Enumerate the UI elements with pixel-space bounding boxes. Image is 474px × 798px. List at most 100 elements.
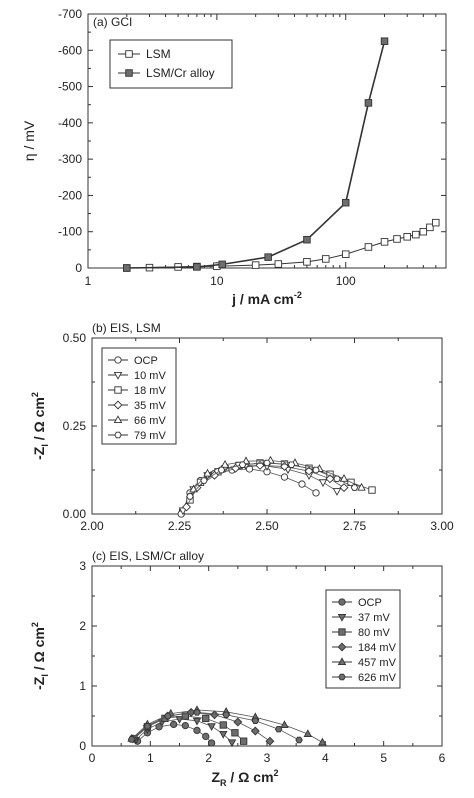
data-point xyxy=(200,477,208,484)
legend-box xyxy=(101,347,177,445)
legend-label: 457 mV xyxy=(358,657,397,669)
x-tick-label: 0 xyxy=(89,751,96,765)
data-point xyxy=(312,489,320,497)
x-axis-label: ZR / Ω cm2 xyxy=(211,768,278,788)
data-point xyxy=(222,711,230,719)
data-point xyxy=(193,726,201,735)
data-point xyxy=(341,250,350,258)
legend-label: 10 mV xyxy=(134,370,166,382)
data-point xyxy=(251,261,260,269)
data-point xyxy=(322,255,330,263)
data-point xyxy=(380,37,389,45)
data-point xyxy=(186,493,194,500)
y-tick-label: -100 xyxy=(58,225,82,239)
legend-label: 18 mV xyxy=(134,385,166,397)
y-tick-label: -300 xyxy=(58,152,82,166)
y-tick-label: -700 xyxy=(58,7,82,21)
x-tick-label: 2.50 xyxy=(255,519,279,533)
data-point xyxy=(210,710,219,720)
data-point xyxy=(426,223,434,232)
data-point xyxy=(192,717,202,726)
series-line xyxy=(180,468,317,515)
data-point xyxy=(265,736,275,746)
data-point xyxy=(303,258,311,266)
x-tick-label: 3 xyxy=(264,751,271,765)
legend-marker xyxy=(337,642,347,652)
data-point xyxy=(182,502,191,512)
data-point xyxy=(164,712,172,720)
data-point xyxy=(220,459,230,468)
data-point xyxy=(210,470,219,480)
data-point xyxy=(333,475,341,483)
data-point xyxy=(217,466,226,474)
data-point xyxy=(350,484,359,491)
legend-label: 626 mV xyxy=(358,672,397,684)
legend-marker xyxy=(125,69,133,77)
data-point xyxy=(207,723,216,731)
x-tick-label: 4 xyxy=(322,751,329,765)
x-tick-label: 1 xyxy=(147,751,154,765)
data-point xyxy=(123,264,131,272)
data-point xyxy=(218,730,228,739)
data-point xyxy=(339,474,349,482)
legend-marker xyxy=(113,415,123,424)
data-point xyxy=(193,709,201,716)
data-point xyxy=(403,233,411,241)
x-tick-label: 2.75 xyxy=(343,519,367,533)
legend-marker xyxy=(338,628,346,636)
data-point xyxy=(181,712,189,720)
panel-c: (c) EIS, LSM/Cr alloy 0 1 2 3 0 1 2 3 4 5 6 -ZI / Ω … xyxy=(30,549,446,788)
data-point xyxy=(207,739,216,747)
legend-marker xyxy=(113,400,123,410)
legend-label: 37 mV xyxy=(358,612,390,624)
data-point xyxy=(170,720,178,729)
data-point xyxy=(332,488,342,496)
data-point xyxy=(240,737,248,745)
data-point xyxy=(341,198,350,207)
legend-label: LSM/Cr alloy xyxy=(146,66,215,80)
legend-marker xyxy=(114,431,122,439)
data-point xyxy=(274,260,283,268)
x-tick-label: 2.25 xyxy=(168,519,192,533)
y-tick-label: 0 xyxy=(79,739,86,753)
data-point xyxy=(339,483,349,493)
data-point xyxy=(219,721,227,729)
legend-label: LSM xyxy=(146,47,171,61)
y-tick-label: -600 xyxy=(58,43,82,57)
x-tick-label: 5 xyxy=(380,751,387,765)
y-tick-label: -400 xyxy=(58,116,82,130)
data-point xyxy=(298,480,306,488)
x-tick-label: 3.00 xyxy=(430,519,454,533)
data-point xyxy=(203,468,212,477)
legend-marker xyxy=(114,386,122,394)
y-axis-label: -ZI / Ω cm2 xyxy=(30,622,50,690)
panel-title: (c) EIS, LSM/Cr alloy xyxy=(92,549,204,563)
data-point xyxy=(357,482,366,491)
legend-label: OCP xyxy=(134,355,158,367)
legend-label: 66 mV xyxy=(134,415,166,427)
data-point xyxy=(380,238,389,246)
x-tick-label: 2 xyxy=(205,751,212,765)
data-point xyxy=(231,729,239,737)
legend-marker xyxy=(337,613,347,622)
data-point xyxy=(295,736,303,744)
legend-marker xyxy=(338,673,346,681)
data-point xyxy=(419,227,428,236)
panel-a: (a) GCI 0 -100 -200 -300 -400 -500 -600 -700 1 10 1… xyxy=(21,7,447,307)
legend-marker xyxy=(114,356,122,364)
data-point xyxy=(303,235,311,244)
legend-box xyxy=(325,589,401,689)
y-tick-label: 3 xyxy=(79,559,86,573)
data-point xyxy=(251,717,260,725)
legend-label: 80 mV xyxy=(358,627,390,639)
data-point xyxy=(274,725,283,733)
y-tick-label: 0 xyxy=(75,261,82,275)
data-point xyxy=(233,717,243,727)
data-point xyxy=(312,466,320,474)
data-point xyxy=(143,722,152,730)
data-point xyxy=(202,732,210,741)
legend-marker xyxy=(113,371,123,380)
data-point xyxy=(364,243,373,251)
data-point xyxy=(227,739,237,748)
